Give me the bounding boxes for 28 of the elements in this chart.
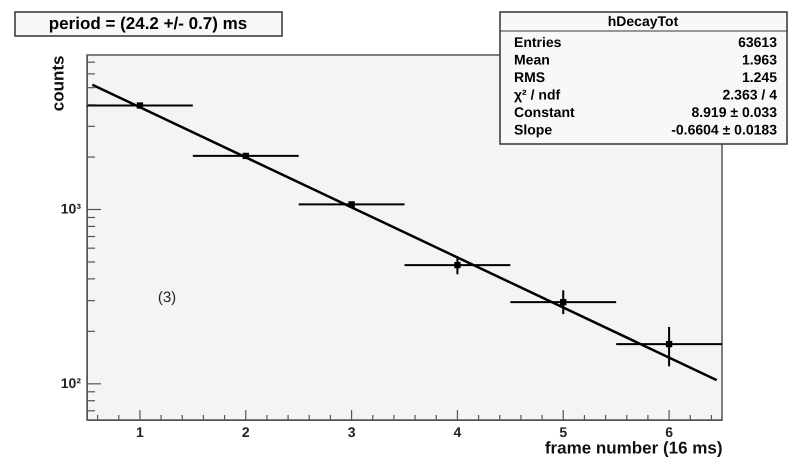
text: 2.363 / 4 [722,86,778,102]
x-tick-label: 2 [242,424,250,440]
text: 1.963 [742,52,778,68]
text: Entries [514,34,562,50]
x-tick-label: 3 [348,424,356,440]
annotation: Mean [514,52,550,68]
point [560,299,566,306]
annotation: -0.6604 ± 0.0183 [671,122,778,138]
point [454,262,461,268]
annotation: RMS [514,69,546,85]
y-tick-label: 10² [60,374,82,391]
text: hDecayTot [608,13,679,29]
x-tick-label: 1 [136,424,144,440]
text: period = (24.2 +/- 0.7) ms [48,14,248,33]
text: 1.245 [742,69,778,85]
point [666,340,672,348]
annotation: (3) [158,289,176,306]
annotation: 8.919 ± 0.033 [691,104,778,120]
x-tick-label: 4 [454,424,462,440]
y-tick-label: 10³ [60,200,82,217]
y-axis-title: counts [48,56,68,112]
x-tick-label: 6 [665,424,674,440]
annotation: χ² / ndf [514,86,560,102]
x-tick-label: 5 [559,424,568,440]
text: 63613 [738,34,778,50]
annotation: Constant [514,104,575,120]
x-axis-title: frame number (16 ms) [544,438,722,458]
annotation: Slope [514,122,552,138]
